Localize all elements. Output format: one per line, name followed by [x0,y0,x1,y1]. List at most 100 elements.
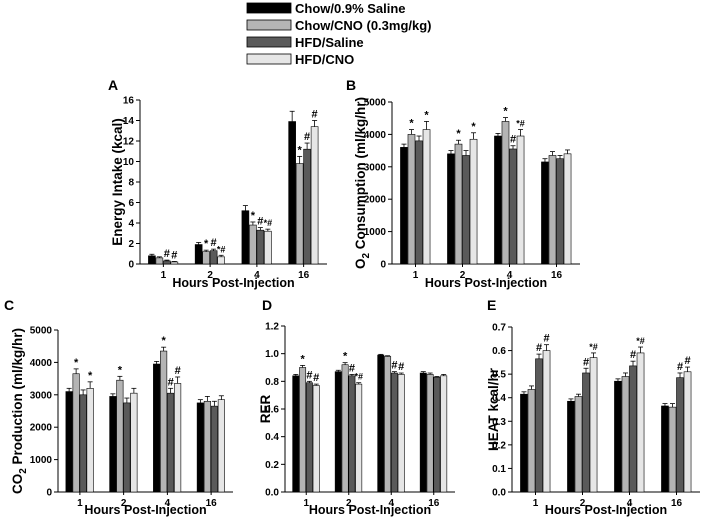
y-tick-label: 0.1 [492,464,506,475]
x-tick-label: 1 [533,498,539,509]
panel-letter: C [4,297,14,313]
y-tick-label: 2 [128,239,134,250]
y-tick-label: 5000 [364,98,387,109]
significance-mark: * [118,364,123,376]
legend-label: Chow/0.9% Saline [295,1,406,16]
y-tick-label: 0.7 [492,323,506,334]
chart-panel-d: 0.00.20.40.60.81.01.2*# #1*#*#2# #4 16Hours… [258,297,455,517]
y-tick-label: 1000 [364,227,387,238]
y-tick-label: 4000 [364,130,387,141]
bar [295,163,304,265]
y-axis-label-part: CO [10,474,25,494]
x-axis-label: Hours Post-Injection [84,503,206,517]
legend-label: HFD/Saline [295,35,364,50]
y-axis-label-part: Consumption (ml/kg/hr) [353,97,368,253]
bar [249,224,257,265]
bar [563,153,572,265]
significance-mark: # [684,355,690,367]
bar [419,372,427,493]
significance-mark: # [630,349,636,361]
significance-mark: * [88,370,93,382]
bar [217,399,225,493]
bar [86,388,94,493]
x-tick-label: 4 [627,498,633,509]
significance-mark: # [164,248,170,260]
x-tick-label: 2 [121,498,127,509]
bar [160,350,168,493]
y-tick-label: 16 [123,96,135,107]
bar [241,210,250,265]
bar [348,375,356,493]
bar [422,129,431,265]
bar [668,406,677,493]
significance-mark: # [304,131,310,143]
bar [516,135,525,265]
panel-letter: B [346,77,356,93]
significance-mark: # [677,361,683,373]
y-tick-label: 0 [46,488,52,499]
y-tick-label: 3000 [30,390,53,401]
bar [661,405,669,493]
bar [415,140,423,265]
bar [390,372,398,493]
x-tick-label: 4 [254,270,260,281]
y-axis-label: RER [258,395,273,424]
x-axis-label: Hours Post-Injection [172,276,294,290]
y-tick-label: 6 [128,198,134,209]
y-tick-label: 0.2 [265,460,279,471]
significance-mark: # [536,342,542,354]
y-axis-label-subscript: 2 [361,253,372,259]
significance-mark: *# [589,342,598,352]
significance-mark: *# [217,244,226,254]
bar [447,153,455,265]
y-tick-label: 10 [123,157,135,168]
x-tick-label: 1 [161,270,167,281]
bar [303,148,311,265]
significance-mark: * [343,351,348,363]
y-tick-label: 1000 [30,455,53,466]
y-tick-label: 1.0 [265,349,279,360]
bar [305,382,313,493]
bar [400,147,408,265]
bar [194,244,203,265]
significance-mark: # [313,372,319,384]
significance-mark: *# [516,119,525,129]
significance-mark: * [297,144,302,156]
legend-label: Chow/CNO (0.3mg/kg) [295,18,432,33]
significance-mark: # [510,134,516,146]
bar [292,375,300,493]
bar [203,400,211,493]
significance-mark: * [300,353,305,365]
significance-mark: * [161,335,166,347]
y-axis-label-subscript: 2 [18,468,29,474]
bar [65,391,73,493]
bar [676,377,684,493]
y-axis-label: HEAT kcal/hr [486,367,501,451]
significance-mark: * [74,357,79,369]
significance-mark: # [543,333,549,345]
significance-mark: * [251,210,256,222]
bar [407,134,416,265]
x-axis-label: Hours Post-Injection [425,276,547,290]
bar [130,392,138,493]
bar [384,356,392,493]
bar [217,256,225,265]
bar [377,354,385,493]
legend-label: HFD/CNO [295,52,354,67]
bar [167,392,175,493]
legend-swatch [246,2,292,14]
bar [574,396,583,493]
bar [355,383,363,493]
significance-mark: # [306,369,312,381]
y-tick-label: 0.0 [492,488,506,499]
y-tick-label: 2000 [364,195,387,206]
significance-mark: *# [354,372,363,382]
bar [72,373,80,493]
significance-mark: * [456,128,461,140]
bar [312,385,320,493]
bar [440,375,448,493]
significance-mark: # [312,109,318,121]
